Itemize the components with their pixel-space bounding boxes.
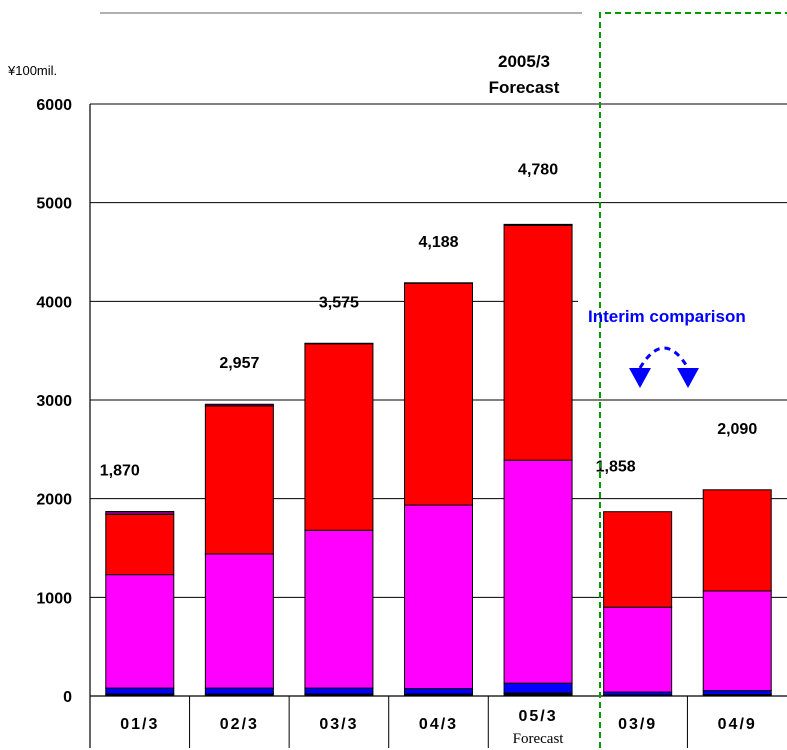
bar-segment [702,489,772,592]
bar-segment [204,687,274,695]
x-tick-sublabel: Forecast [513,731,565,747]
bar-segment [702,690,772,696]
bar-segment [304,529,374,689]
total-label: 4,188 [418,234,458,251]
bars [105,223,772,697]
bar-segment [105,687,175,695]
bar-segment [702,590,772,692]
y-tick-label: 1000 [36,590,72,607]
total-labels: 1,870 2,957 3,575 4,188 4,780 1,858 2,090 [100,161,758,479]
interim-label: Interim comparison [588,307,746,326]
total-label: 3,575 [319,294,359,311]
bar-segment [404,282,473,284]
total-label: 2,090 [717,421,757,438]
bar-segment [304,687,374,695]
x-tick-label: 04/3 [419,716,458,733]
y-tick-label: 0 [63,689,72,706]
x-tick-label: 04/9 [718,716,757,733]
bar-segment [503,224,573,461]
y-tick-label: 6000 [36,97,72,114]
bar-segment [204,553,274,689]
total-label: 2,957 [219,355,259,372]
y-tick-label: 3000 [36,393,72,410]
forecast-header-label: Forecast [489,78,560,97]
x-tick-label: 03/9 [618,716,657,733]
x-tick-label: 02/3 [220,716,259,733]
total-label: 1,870 [100,462,140,479]
bar-segment [404,282,473,506]
bar-segment [105,574,175,689]
category-cells: 01/3 02/3 03/3 04/3 05/3 Forecast 03/9 04/9 [120,696,757,748]
bar-segment [603,606,673,693]
bar-segment [105,510,175,515]
y-tick-label: 4000 [36,294,72,311]
bar-segment [603,511,673,608]
interim-arc-arrow [638,346,690,369]
y-tick-label: 2000 [36,492,72,509]
y-tick-labels: 0 1000 2000 3000 4000 5000 6000 [36,97,72,706]
x-tick-label: 05/3 [519,708,558,725]
x-tick-label: 03/3 [319,716,358,733]
y-tick-label: 5000 [36,196,72,213]
total-label: 1,858 [596,459,636,476]
bar-segment [503,682,573,694]
arrow-down-right-icon [677,368,699,388]
bar-segment [503,223,573,226]
bar-segment [304,343,374,531]
bar-segment [404,688,473,695]
bar-segment [105,513,175,576]
bar-segment [503,459,573,684]
arrow-down-left-icon [629,368,651,388]
axes [89,104,787,748]
x-tick-label: 01/3 [120,716,159,733]
bar-segment [204,403,274,407]
bar-segment [404,504,473,690]
bar-segment [304,342,374,345]
bar-segment [204,405,274,555]
total-label: 4,780 [518,161,558,178]
interim-divider [599,12,787,748]
forecast-header-year: 2005/3 [498,52,550,71]
unit-label: ¥100mil. [7,63,57,78]
